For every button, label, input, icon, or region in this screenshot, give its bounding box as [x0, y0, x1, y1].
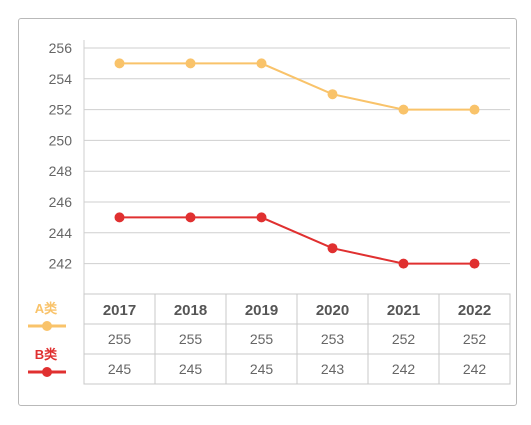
y-tick-label: 250 — [49, 132, 73, 148]
table-cell: 245 — [250, 361, 274, 377]
table-cell: 242 — [392, 361, 416, 377]
data-point — [114, 212, 125, 223]
data-point — [256, 212, 267, 223]
y-tick-label: 256 — [49, 40, 73, 56]
x-category-label: 2019 — [245, 302, 278, 319]
data-point — [327, 243, 338, 254]
x-category-label: 2020 — [316, 302, 349, 319]
table-cell: 255 — [108, 331, 132, 347]
series-line-b — [119, 216, 475, 265]
legend-marker — [42, 367, 52, 377]
y-tick-label: 246 — [49, 194, 73, 210]
data-point — [185, 58, 196, 69]
legend-marker — [42, 321, 52, 331]
table-cell: 242 — [463, 361, 487, 377]
table-cell: 255 — [179, 331, 203, 347]
legend-label: A类 — [35, 301, 58, 316]
table-cell: 253 — [321, 331, 345, 347]
table-cell: 252 — [463, 331, 487, 347]
table-cell: 243 — [321, 361, 345, 377]
table-cell: 255 — [250, 331, 274, 347]
data-point — [114, 58, 125, 69]
legend-label: B类 — [35, 347, 58, 362]
y-tick-label: 244 — [49, 225, 73, 241]
table-cell: 245 — [179, 361, 203, 377]
y-tick-label: 242 — [49, 256, 73, 272]
data-point — [469, 258, 480, 269]
data-point — [398, 104, 409, 115]
chart-panel — [18, 18, 517, 406]
x-category-label: 2017 — [103, 302, 136, 319]
data-point — [398, 258, 409, 269]
y-tick-label: 254 — [49, 71, 73, 87]
table-cell: 252 — [392, 331, 416, 347]
table-cell: 245 — [108, 361, 132, 377]
data-point — [469, 104, 480, 115]
data-point — [185, 212, 196, 223]
x-category-label: 2022 — [458, 302, 491, 319]
data-point — [256, 58, 267, 69]
x-category-label: 2018 — [174, 302, 207, 319]
data-point — [327, 89, 338, 100]
y-tick-label: 248 — [49, 163, 73, 179]
x-category-label: 2021 — [387, 302, 420, 319]
series-line-a — [119, 62, 475, 111]
y-tick-label: 252 — [49, 102, 73, 118]
